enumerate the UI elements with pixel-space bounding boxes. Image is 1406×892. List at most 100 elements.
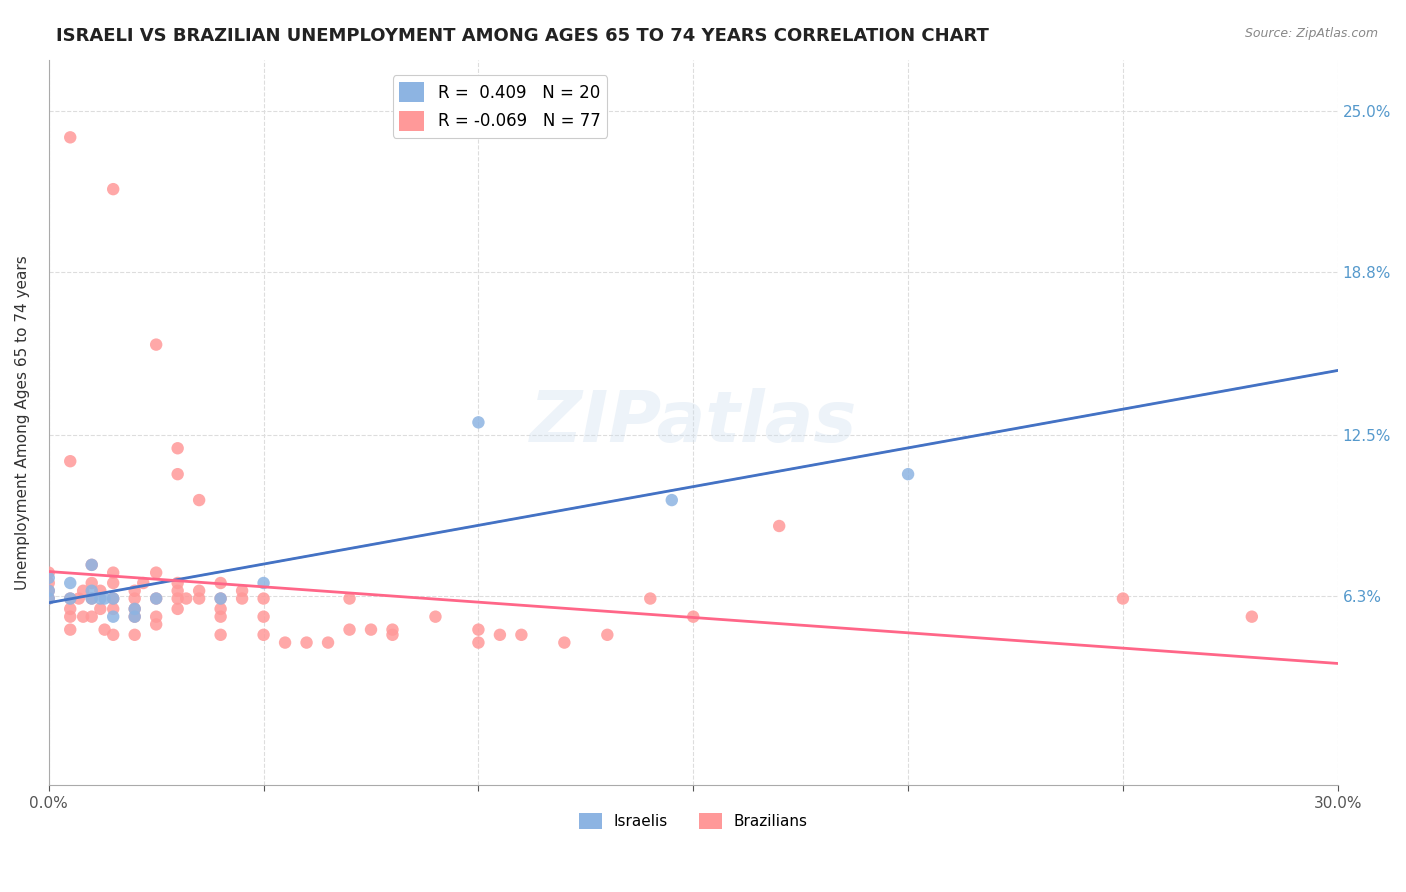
Point [59, 454, 82, 468]
Point [59, 576, 82, 591]
Point [295, 635, 318, 649]
Point [316, 635, 339, 649]
Point [209, 628, 232, 642]
Point [103, 566, 125, 580]
Point [38, 591, 60, 606]
Point [38, 583, 60, 598]
Point [124, 602, 146, 616]
Point [339, 623, 361, 637]
Point [80, 591, 103, 606]
Point [124, 583, 146, 598]
Point [89, 583, 111, 598]
Point [467, 623, 489, 637]
Point [103, 591, 125, 606]
Point [360, 623, 382, 637]
Point [252, 591, 274, 606]
Point [425, 609, 447, 624]
Point [38, 571, 60, 585]
Point [80, 583, 103, 598]
Point [145, 591, 167, 606]
Point [67, 591, 90, 606]
Point [166, 442, 188, 456]
Point [93, 591, 115, 606]
Point [768, 519, 790, 533]
Point [166, 591, 188, 606]
Point [103, 182, 125, 196]
Point [489, 628, 512, 642]
Point [209, 591, 232, 606]
Point [80, 558, 103, 572]
Point [124, 609, 146, 624]
Point [103, 609, 125, 624]
Point [145, 566, 167, 580]
Point [124, 628, 146, 642]
Point [1112, 591, 1135, 606]
Point [38, 591, 60, 606]
Point [80, 591, 103, 606]
Point [1240, 609, 1263, 624]
Point [188, 591, 211, 606]
Point [103, 628, 125, 642]
Point [897, 467, 920, 482]
Point [209, 602, 232, 616]
Point [553, 635, 575, 649]
Point [59, 591, 82, 606]
Text: ZIPatlas: ZIPatlas [530, 388, 856, 457]
Point [231, 583, 253, 598]
Legend: Israelis, Brazilians: Israelis, Brazilians [572, 807, 814, 836]
Point [38, 583, 60, 598]
Point [80, 558, 103, 572]
Point [209, 591, 232, 606]
Text: Source: ZipAtlas.com: Source: ZipAtlas.com [1244, 27, 1378, 40]
Point [188, 493, 211, 508]
Y-axis label: Unemployment Among Ages 65 to 74 years: Unemployment Among Ages 65 to 74 years [15, 255, 30, 590]
Point [381, 628, 404, 642]
Point [252, 609, 274, 624]
Point [166, 576, 188, 591]
Point [166, 602, 188, 616]
Point [103, 576, 125, 591]
Point [59, 130, 82, 145]
Point [38, 576, 60, 591]
Point [231, 591, 253, 606]
Point [467, 635, 489, 649]
Point [124, 591, 146, 606]
Point [72, 583, 94, 598]
Point [145, 591, 167, 606]
Point [124, 602, 146, 616]
Point [640, 591, 662, 606]
Point [93, 623, 115, 637]
Point [166, 583, 188, 598]
Point [80, 609, 103, 624]
Point [252, 628, 274, 642]
Point [274, 635, 297, 649]
Point [124, 609, 146, 624]
Text: ISRAELI VS BRAZILIAN UNEMPLOYMENT AMONG AGES 65 TO 74 YEARS CORRELATION CHART: ISRAELI VS BRAZILIAN UNEMPLOYMENT AMONG … [56, 27, 988, 45]
Point [59, 609, 82, 624]
Point [252, 576, 274, 591]
Point [145, 609, 167, 624]
Point [596, 628, 619, 642]
Point [339, 591, 361, 606]
Point [209, 609, 232, 624]
Point [59, 623, 82, 637]
Point [682, 609, 704, 624]
Point [188, 583, 211, 598]
Point [209, 576, 232, 591]
Point [89, 591, 111, 606]
Point [59, 602, 82, 616]
Point [467, 415, 489, 429]
Point [59, 591, 82, 606]
Point [103, 602, 125, 616]
Point [145, 337, 167, 351]
Point [381, 623, 404, 637]
Point [510, 628, 533, 642]
Point [38, 566, 60, 580]
Point [174, 591, 197, 606]
Point [132, 576, 155, 591]
Point [145, 617, 167, 632]
Point [166, 467, 188, 482]
Point [80, 576, 103, 591]
Point [72, 609, 94, 624]
Point [103, 591, 125, 606]
